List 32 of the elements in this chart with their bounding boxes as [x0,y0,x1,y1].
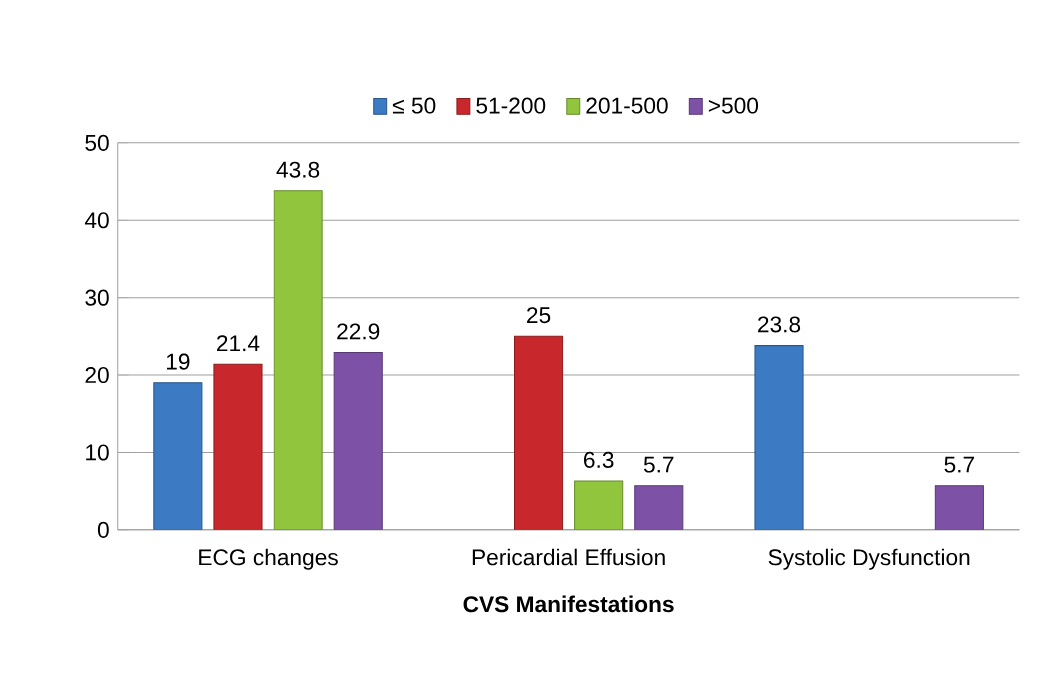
data-label: 43.8 [276,161,320,178]
x-tick-label: Systolic Dysfunction [768,548,970,570]
bar [934,485,984,530]
bar [754,345,804,530]
legend-label: ≤ 50 [392,97,436,114]
bar [273,190,323,530]
data-label: 5.7 [944,456,974,473]
data-label: 22.9 [337,323,380,340]
y-tick-label: 50 [85,134,109,152]
x-axis-title: CVS Manifestations [463,595,674,613]
y-tick-label: 30 [85,289,109,306]
legend-label: >500 [708,97,759,114]
bar [514,335,564,530]
legend-label: 201-500 [586,97,668,114]
data-label: 6.3 [584,451,614,469]
y-tick-label: 40 [84,212,109,229]
legend-label: 51-200 [476,97,546,114]
bar [333,352,383,530]
data-label: 21.4 [217,335,260,352]
bar [634,485,684,530]
bar [574,480,624,530]
x-tick-label: ECG changes [199,548,338,570]
x-tick-label: Pericardial Effusion [472,548,665,566]
y-tick-label: 20 [85,367,109,384]
y-tick-label: 0 [97,521,109,538]
data-label: 23.8 [758,316,801,333]
y-tick-label: 10 [86,444,109,461]
data-label: 25 [527,307,551,324]
data-label: 19 [166,353,190,370]
data-label: 5.7 [643,456,674,473]
bar [153,382,203,530]
bar [213,363,263,530]
